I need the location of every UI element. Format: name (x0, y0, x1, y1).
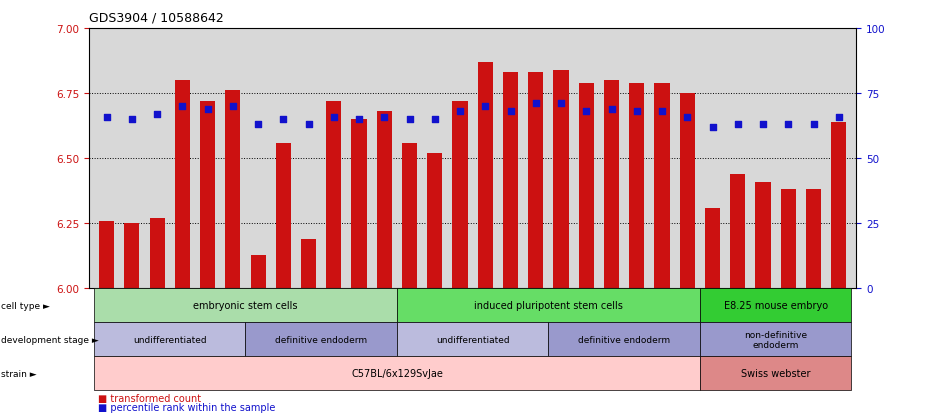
Bar (352, 120, 367, 289)
Point (705, 124, 720, 131)
Point (200, 106, 215, 113)
Text: strain ►: strain ► (1, 369, 37, 378)
Point (755, 122, 770, 128)
Point (781, 122, 796, 128)
Point (301, 122, 316, 128)
Text: undifferentiated: undifferentiated (133, 335, 207, 344)
Text: cell type ►: cell type ► (1, 301, 50, 310)
Text: definitive endoderm: definitive endoderm (275, 335, 367, 344)
Bar (452, 102, 468, 289)
Bar (629, 83, 644, 289)
Bar (477, 63, 493, 289)
Text: induced pluripotent stem cells: induced pluripotent stem cells (474, 301, 622, 311)
Point (352, 116, 367, 123)
Text: C57BL/6x129SvJae: C57BL/6x129SvJae (351, 368, 443, 378)
Bar (377, 112, 392, 289)
Bar (327, 102, 342, 289)
Bar (578, 83, 593, 289)
Bar (124, 224, 139, 289)
Bar (705, 208, 720, 289)
Bar (553, 71, 569, 289)
Point (806, 122, 821, 128)
Bar (99, 221, 114, 289)
Text: ■ percentile rank within the sample: ■ percentile rank within the sample (98, 402, 276, 412)
Point (503, 109, 518, 115)
Point (578, 109, 593, 115)
Text: ■ transformed count: ■ transformed count (98, 393, 201, 403)
Point (629, 109, 644, 115)
Bar (654, 83, 669, 289)
Point (251, 122, 266, 128)
Text: non-definitive
endoderm: non-definitive endoderm (744, 330, 807, 349)
Bar (680, 94, 695, 289)
Point (680, 114, 695, 121)
Point (477, 104, 492, 110)
Point (402, 116, 417, 123)
Point (831, 114, 846, 121)
Bar (200, 102, 215, 289)
Bar (503, 73, 519, 289)
Point (553, 101, 568, 107)
Text: Swiss webster: Swiss webster (741, 368, 811, 378)
Point (124, 116, 139, 123)
Bar (175, 81, 190, 289)
Point (327, 114, 342, 121)
Point (528, 101, 543, 107)
Bar (528, 73, 544, 289)
Point (654, 109, 669, 115)
Bar (427, 154, 443, 289)
Point (175, 104, 190, 110)
Point (453, 109, 468, 115)
Bar (251, 255, 266, 289)
Text: undifferentiated: undifferentiated (436, 335, 509, 344)
Bar (806, 190, 821, 289)
Point (730, 122, 745, 128)
Bar (781, 190, 796, 289)
Point (604, 106, 619, 113)
Bar (831, 122, 846, 289)
Text: development stage ►: development stage ► (1, 335, 98, 344)
Point (150, 112, 165, 118)
Text: definitive endoderm: definitive endoderm (578, 335, 670, 344)
Bar (402, 143, 417, 289)
Point (99, 114, 114, 121)
Bar (226, 91, 241, 289)
Text: GDS3904 / 10588642: GDS3904 / 10588642 (89, 12, 224, 25)
Point (276, 116, 291, 123)
Bar (276, 143, 291, 289)
Point (377, 114, 392, 121)
Text: E8.25 mouse embryo: E8.25 mouse embryo (724, 301, 827, 311)
Point (428, 116, 443, 123)
Text: embryonic stem cells: embryonic stem cells (193, 301, 298, 311)
Bar (730, 174, 745, 289)
Point (226, 104, 241, 110)
Bar (755, 182, 770, 289)
Bar (150, 218, 165, 289)
Bar (301, 239, 316, 289)
Bar (604, 81, 619, 289)
